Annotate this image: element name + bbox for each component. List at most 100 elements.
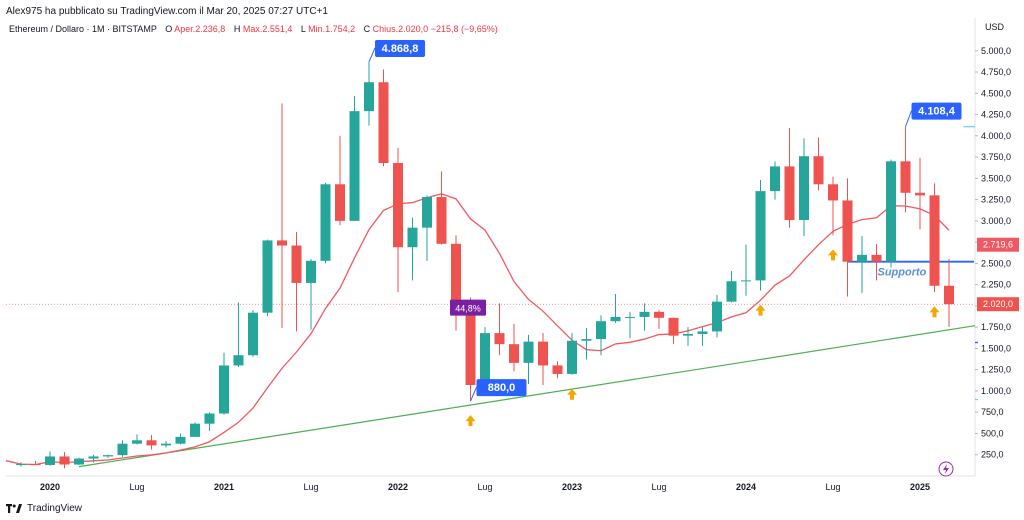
high-label: H [233, 24, 241, 34]
candle-body [668, 317, 679, 336]
ma-price-tag [977, 237, 1019, 252]
high-callout-box [375, 39, 425, 57]
candle-body [393, 163, 403, 248]
support-label: Supporto [878, 267, 927, 279]
candle-body [610, 316, 621, 322]
candle-body [929, 195, 940, 286]
candle-body [30, 464, 41, 466]
candle-body [944, 285, 954, 305]
x-tick-label: 2025 [910, 482, 930, 492]
candle-body [45, 456, 55, 465]
candle-body [16, 464, 26, 466]
candle-body [364, 82, 374, 112]
last-price-tag-text: 2.020,0 [983, 299, 1013, 309]
change-value: −215,8 (−9,65%) [430, 24, 498, 34]
events-icon [938, 461, 954, 477]
candle-body [306, 260, 316, 283]
candle-body [480, 333, 490, 385]
y-tick-label: 2.250,0 [981, 280, 1011, 290]
buy-arrow-icon [567, 388, 577, 400]
candle-body [204, 413, 215, 424]
candle-body [190, 423, 200, 437]
publisher-line: Alex975 ha pubblicato su TradingView.com… [6, 6, 328, 17]
candle-body [161, 443, 171, 446]
candle-body [538, 341, 548, 366]
candle-body [88, 456, 99, 459]
candle-body [552, 365, 563, 374]
high-callout-pointer [368, 47, 376, 63]
x-tick-label: Lug [477, 482, 492, 492]
symbol-name[interactable]: Ethereum / Dollaro · 1M · BITSTAMP [9, 24, 157, 34]
candle-body [813, 156, 824, 185]
currency-label: USD [985, 22, 1005, 32]
ma-price-tag-text: 2.719,6 [983, 240, 1013, 250]
x-tick-label: 2022 [388, 482, 408, 492]
candle-body [277, 240, 287, 246]
recent-high-callout-box [911, 102, 962, 120]
candle-body [712, 301, 722, 332]
candle-body [320, 184, 331, 261]
candle-body [117, 443, 128, 456]
candle-body [871, 254, 882, 262]
candle-body [335, 184, 345, 221]
candle-body [509, 344, 519, 363]
candle-body [262, 240, 273, 313]
candle-body [842, 200, 853, 262]
open-label: O [165, 24, 173, 34]
brand-name[interactable]: TradingView [27, 503, 83, 514]
candle-body [697, 331, 708, 334]
ascending-trendline [78, 325, 976, 468]
lightning-icon [943, 464, 949, 474]
buy-arrow-icon [755, 304, 766, 316]
candle-body [248, 312, 258, 356]
recent-high-callout-pointer [905, 110, 912, 127]
candle-body [349, 111, 360, 221]
y-tick-label: 3.250,0 [981, 195, 1011, 205]
candle-body [407, 227, 418, 248]
recent-high-callout-text: 4.108,4 [918, 106, 956, 118]
candle-body [784, 166, 795, 221]
candle-body [291, 245, 302, 283]
y-tick-label: 1.500,0 [981, 343, 1011, 353]
candle-body [828, 184, 838, 201]
candle-body [915, 192, 925, 196]
candle-body [494, 333, 505, 345]
y-tick-label: 5.000,0 [981, 46, 1011, 56]
candle-body [422, 197, 432, 228]
y-tick-label: 1.750,0 [981, 322, 1011, 332]
close-label: C [363, 24, 371, 34]
candle-body [799, 156, 809, 221]
y-tick-label: 4.250,0 [981, 110, 1011, 120]
symbol-legend: Ethereum / Dollaro · 1M · BITSTAMP O Ape… [9, 24, 498, 34]
candle-body [639, 311, 650, 317]
candle-body [74, 458, 84, 465]
x-tick-label: 2023 [562, 482, 582, 492]
candle-body [146, 440, 157, 446]
candle-body [770, 166, 780, 192]
y-tick-label: 1.000,0 [981, 386, 1011, 396]
tradingview-logo-icon [6, 504, 22, 513]
x-tick-label: Lug [651, 482, 666, 492]
x-tick-label: Lug [129, 482, 144, 492]
candle-body [596, 321, 606, 340]
low-callout-text: 880,0 [488, 382, 516, 394]
y-tick-label: 1.250,0 [981, 365, 1011, 375]
candle-body [378, 82, 389, 164]
y-tick-label: 250,0 [981, 450, 1004, 460]
high-value: Max.2.551,4 [242, 24, 293, 34]
y-tick-label: 2.500,0 [981, 258, 1011, 268]
open-value: Aper.2.236,8 [174, 24, 226, 34]
candle-body [103, 455, 113, 457]
low-callout-pointer [470, 386, 477, 402]
footer: TradingView [6, 503, 82, 514]
candle-body [233, 355, 244, 366]
x-tick-label: Lug [303, 482, 318, 492]
low-callout-box [476, 379, 527, 397]
low-value: Min.1.754,2 [308, 24, 356, 34]
candle-body [175, 436, 186, 444]
candle-body [59, 456, 70, 465]
high-callout-text: 4.868,8 [382, 43, 419, 55]
candle-body [886, 161, 896, 262]
candle-body [900, 161, 911, 193]
